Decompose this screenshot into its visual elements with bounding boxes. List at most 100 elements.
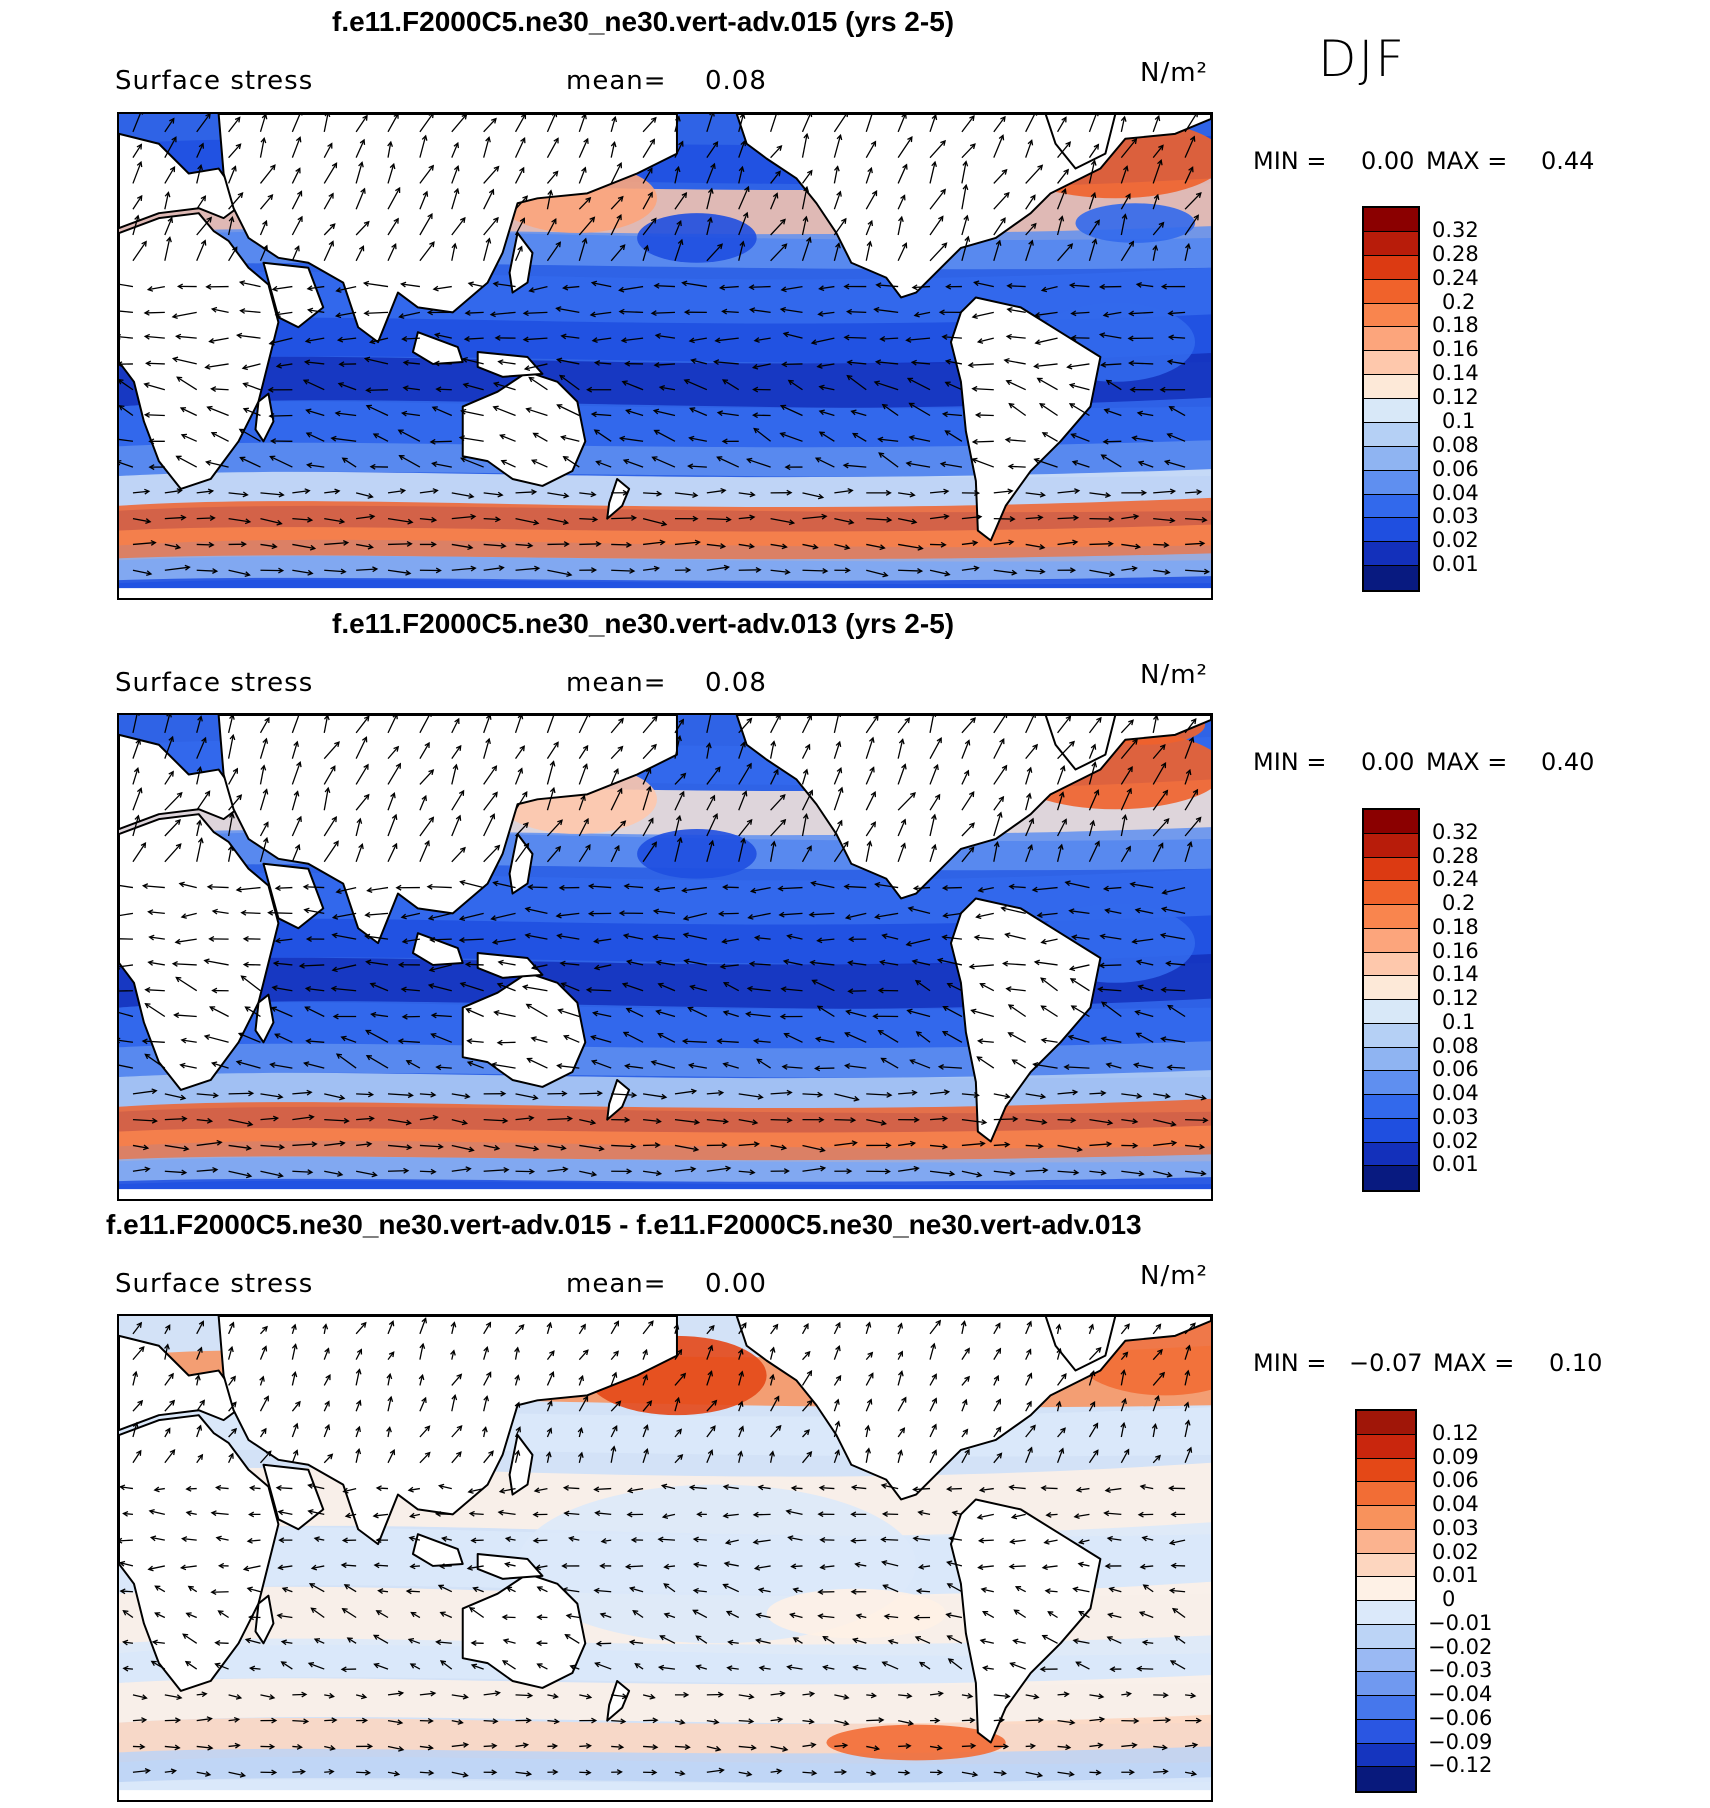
colorbar-swatch xyxy=(1364,952,1418,977)
colorbar-label: 0.04 xyxy=(1432,1492,1479,1516)
colorbar-swatch xyxy=(1364,446,1418,471)
colorbar-label: −0.01 xyxy=(1428,1610,1493,1635)
panel2-title: f.e11.F2000C5.ne30_ne30.vert-adv.013 (yr… xyxy=(332,608,955,639)
colorbar-swatch xyxy=(1364,833,1418,858)
panel3-min-label: MIN = xyxy=(1253,1349,1327,1377)
colorbar-label: 0.02 xyxy=(1432,1128,1479,1153)
colorbar-label: 0.24 xyxy=(1432,265,1479,290)
colorbar-swatch xyxy=(1364,1166,1418,1190)
colorbar-label: −0.06 xyxy=(1428,1705,1493,1730)
panel3-field-label: Surface stress xyxy=(115,1269,314,1299)
colorbar-label: 0.01 xyxy=(1432,1152,1479,1177)
colorbar-swatch xyxy=(1364,810,1418,834)
colorbar-swatch xyxy=(1364,566,1418,590)
colorbar-swatch xyxy=(1364,1047,1418,1072)
colorbar-label: 0.08 xyxy=(1432,432,1479,457)
panel1-land xyxy=(119,114,1211,598)
colorbar-swatch xyxy=(1364,231,1418,256)
panel1-title: f.e11.F2000C5.ne30_ne30.vert-adv.015 (yr… xyxy=(332,6,955,37)
colorbar-label: 0.01 xyxy=(1432,552,1479,577)
panel3-max-value: 0.10 xyxy=(1549,1349,1603,1377)
panel2-min-value: 0.00 xyxy=(1361,748,1415,776)
colorbar-label: 0.14 xyxy=(1432,361,1479,386)
panel2-land xyxy=(119,715,1211,1199)
panel1-mean-label: mean= xyxy=(566,66,667,96)
panel3-max-label: MAX = xyxy=(1433,1349,1515,1377)
panel3-land xyxy=(119,1316,1211,1800)
colorbar-label: 0.16 xyxy=(1432,337,1479,362)
colorbar-label: 0.12 xyxy=(1432,986,1479,1010)
colorbar-swatch xyxy=(1364,542,1418,567)
panel1-units: N/m² xyxy=(1140,58,1208,88)
panel2-mean-value: 0.08 xyxy=(705,668,767,698)
colorbar-label: 0.04 xyxy=(1432,1081,1479,1105)
colorbar-label: 0.03 xyxy=(1432,1515,1479,1540)
panel2-map xyxy=(117,713,1213,1201)
colorbar-label: 0.14 xyxy=(1432,962,1479,987)
season-label: DJF xyxy=(1318,30,1407,88)
colorbar-swatch xyxy=(1364,1095,1418,1119)
panel1-field-label: Surface stress xyxy=(115,66,314,96)
colorbar-swatch xyxy=(1364,1071,1418,1095)
colorbar-swatch xyxy=(1357,1434,1415,1459)
colorbar-swatch xyxy=(1364,857,1418,882)
colorbar-swatch xyxy=(1357,1648,1415,1673)
colorbar-label: 0.06 xyxy=(1432,1468,1479,1493)
colorbar-swatch xyxy=(1357,1577,1415,1601)
colorbar-label: −0.12 xyxy=(1428,1753,1493,1778)
colorbar-label: 0.32 xyxy=(1432,217,1479,242)
panel2-min-label: MIN = xyxy=(1253,748,1327,776)
colorbar-swatch xyxy=(1364,518,1418,543)
panel1-stress-vectors xyxy=(119,114,1211,578)
colorbar-swatch xyxy=(1357,1506,1415,1530)
colorbar-label: 0.16 xyxy=(1432,938,1479,963)
panel3-mean-value: 0.00 xyxy=(705,1269,767,1299)
colorbar-label: 0.02 xyxy=(1432,1539,1479,1564)
colorbar-label: 0.18 xyxy=(1432,313,1479,338)
colorbar-swatch xyxy=(1357,1767,1415,1791)
panel2-field-label: Surface stress xyxy=(115,668,314,698)
colorbar-swatch xyxy=(1357,1553,1415,1578)
colorbar-label: −0.02 xyxy=(1428,1634,1493,1659)
colorbar-label: 0.2 xyxy=(1442,891,1476,915)
colorbar-label: 0.12 xyxy=(1432,1420,1479,1445)
panel2-colorbar xyxy=(1362,808,1420,1192)
panel3-stress-vectors xyxy=(119,1317,1202,1778)
colorbar-swatch xyxy=(1357,1743,1415,1768)
colorbar-swatch xyxy=(1357,1719,1415,1744)
colorbar-swatch xyxy=(1364,399,1418,423)
panel2-max-value: 0.40 xyxy=(1541,748,1595,776)
colorbar-swatch xyxy=(1364,1142,1418,1167)
panel2-max-label: MAX = xyxy=(1426,748,1508,776)
panel2-mean-label: mean= xyxy=(566,668,667,698)
colorbar-label: −0.04 xyxy=(1428,1682,1493,1706)
colorbar-swatch xyxy=(1357,1696,1415,1720)
colorbar-label: −0.09 xyxy=(1428,1729,1493,1754)
colorbar-swatch xyxy=(1364,1118,1418,1143)
colorbar-swatch xyxy=(1357,1672,1415,1696)
colorbar-swatch xyxy=(1364,255,1418,280)
panel2-units: N/m² xyxy=(1140,660,1208,690)
colorbar-swatch xyxy=(1357,1601,1415,1625)
colorbar-swatch xyxy=(1364,881,1418,905)
panel1-colorbar xyxy=(1362,206,1420,592)
colorbar-swatch xyxy=(1364,470,1418,495)
colorbar-label: 0.08 xyxy=(1432,1033,1479,1058)
panel1-max-value: 0.44 xyxy=(1541,147,1595,175)
colorbar-label: 0.06 xyxy=(1432,1057,1479,1082)
colorbar-swatch xyxy=(1364,375,1418,399)
colorbar-swatch xyxy=(1364,327,1418,352)
colorbar-swatch xyxy=(1364,208,1418,232)
colorbar-label: 0.02 xyxy=(1432,528,1479,553)
colorbar-label: 0.04 xyxy=(1432,480,1479,505)
panel3-map xyxy=(117,1314,1213,1802)
colorbar-label: 0.03 xyxy=(1432,504,1479,529)
colorbar-label: 0.32 xyxy=(1432,819,1479,844)
colorbar-label: 0.09 xyxy=(1432,1444,1479,1469)
panel1-mean-value: 0.08 xyxy=(705,66,767,96)
panel3-title: f.e11.F2000C5.ne30_ne30.vert-adv.015 - f… xyxy=(106,1209,1142,1240)
colorbar-swatch xyxy=(1357,1458,1415,1483)
colorbar-label: 0 xyxy=(1442,1587,1456,1611)
colorbar-swatch xyxy=(1357,1529,1415,1554)
panel1-map-svg xyxy=(119,114,1211,598)
